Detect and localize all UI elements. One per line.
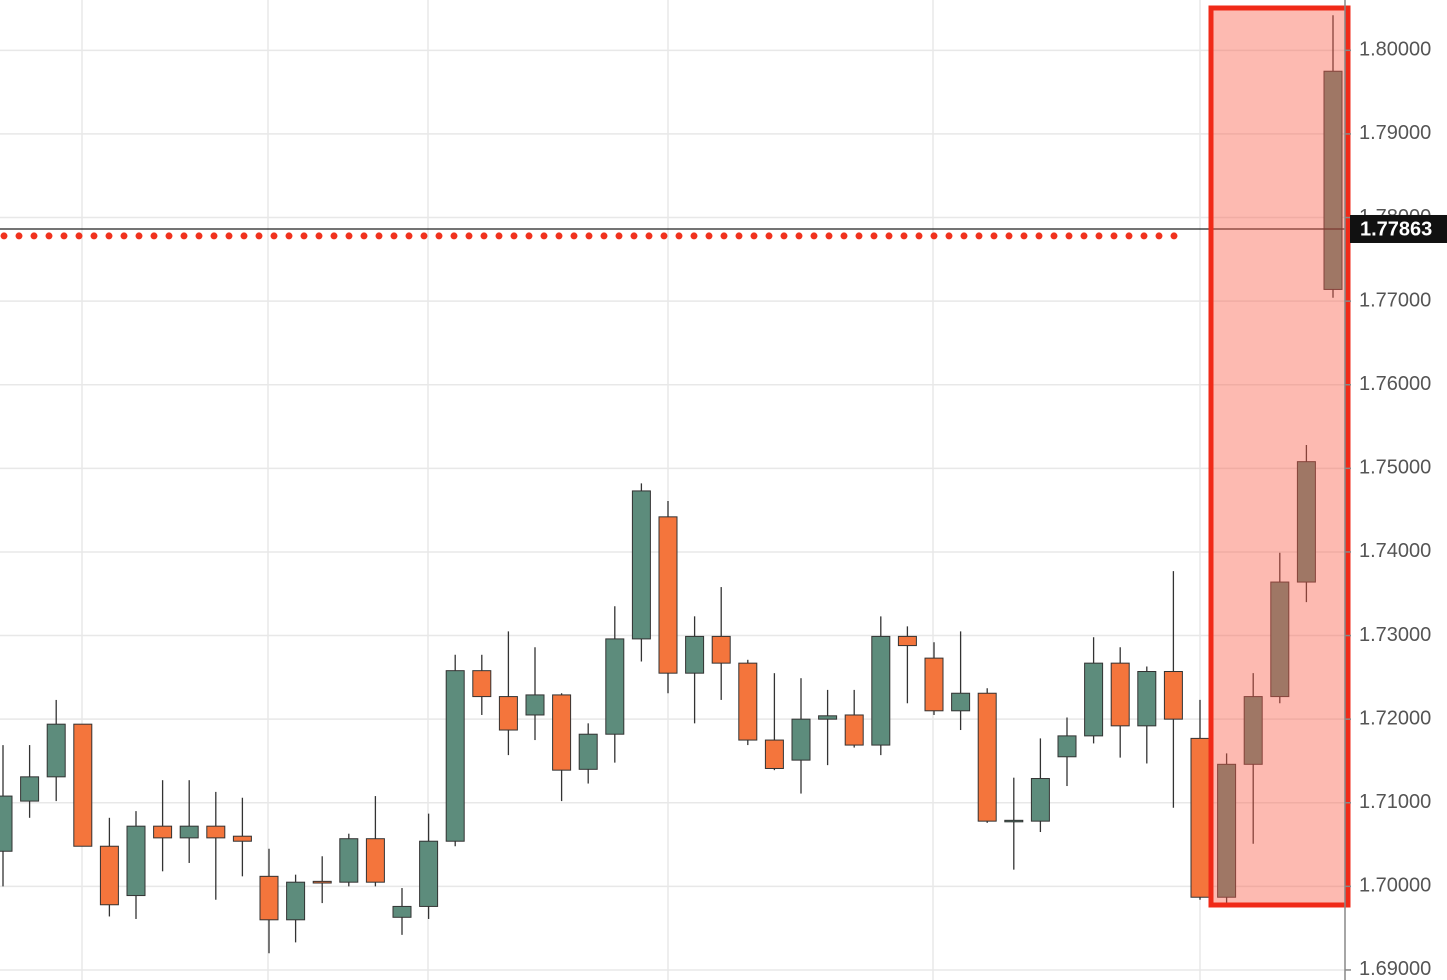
candle-body [685,635,705,674]
candle-body [738,662,758,741]
candle-body [312,880,332,884]
candle-body [445,670,465,842]
candle-body [924,657,944,712]
y-tick-label: 1.71000 [1359,791,1431,813]
candle-body [206,825,226,839]
candle-body [525,694,545,716]
y-tick-label: 1.70000 [1359,875,1431,897]
candle-body [153,825,173,839]
candle-body [631,490,651,640]
candle-body [1243,696,1263,765]
candle-body [419,840,439,907]
last-price-box [1350,214,1447,243]
candle-body [977,692,997,822]
candle-body [1084,662,1104,737]
y-tick-label: 1.76000 [1359,373,1431,395]
y-tick-label: 1.74000 [1359,540,1431,562]
candle-body [711,635,731,664]
candle-body [259,875,279,921]
candle-body [0,795,13,852]
candle-body [498,696,518,731]
y-tick-label: 1.75000 [1359,457,1431,479]
candle-body [1190,737,1210,898]
candle-body [365,838,385,883]
candle-body [179,825,199,839]
y-tick-label: 1.69000 [1359,958,1431,980]
candle-body [1323,70,1343,290]
candle-body [1110,662,1130,727]
candle-body [392,905,412,918]
candle-body [791,718,811,761]
candle-body [339,838,359,883]
candle-body [605,638,625,735]
candle-body [1030,778,1050,822]
highlight-box [1208,5,1351,908]
candle-body [472,670,492,698]
y-tick-label: 1.80000 [1359,39,1431,61]
candle-body [1270,581,1290,698]
price-axis: 1.69000 1.70000 1.71000 1.72000 1.73000 1.740… [1345,39,1447,980]
candle-body [844,714,864,746]
plot [0,15,1345,971]
candle-body [764,739,784,769]
candle-body [951,692,971,712]
candle-body [1137,671,1157,727]
y-tick-label: 1.79000 [1359,122,1431,144]
candle-body [871,635,891,746]
candle-body [1057,735,1077,758]
y-tick-label: 1.73000 [1359,624,1431,646]
candle-body [578,733,598,770]
candle-body [552,694,572,771]
candle-body [658,516,678,674]
candle-body [73,723,93,847]
candle-body [99,845,119,906]
candle-body [897,635,917,647]
candle-body [232,835,252,842]
y-tick-label: 1.72000 [1359,707,1431,729]
candle-body [20,776,40,802]
candle-body [126,825,146,897]
candle-body [1163,671,1183,720]
candle-body [1296,461,1316,583]
y-tick-label: 1.77000 [1359,289,1431,311]
candle-body [1004,819,1024,823]
candle-body [1217,763,1237,898]
candle-body [286,881,306,921]
candle-body [818,715,838,720]
last-price-label: 1.77863 [1360,218,1432,240]
candle-body [46,723,66,778]
